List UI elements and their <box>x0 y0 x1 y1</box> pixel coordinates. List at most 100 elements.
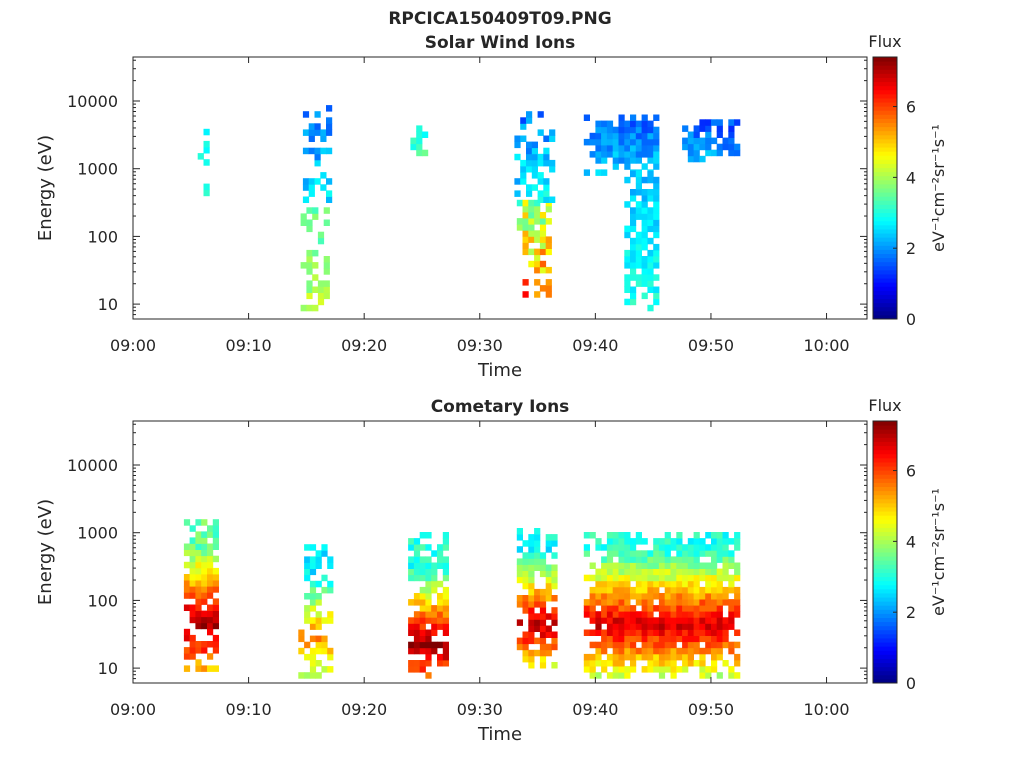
flux-cell <box>687 562 694 569</box>
flux-cell <box>618 556 625 563</box>
flux-cell <box>676 629 683 636</box>
flux-cell <box>641 635 648 643</box>
flux-cell <box>320 129 327 136</box>
flux-cell <box>682 550 689 557</box>
flux-cell <box>539 601 547 608</box>
flux-cell <box>601 647 608 655</box>
flux-cell <box>682 611 689 618</box>
flux-cell <box>207 622 214 630</box>
flux-cell <box>413 647 421 655</box>
flux-cell <box>201 580 208 587</box>
flux-cell <box>624 176 631 184</box>
colorbar-swatch <box>873 224 897 230</box>
colorbar-swatch <box>873 200 897 205</box>
flux-cell <box>647 120 654 128</box>
colorbar-swatch <box>873 511 897 516</box>
flux-cell <box>664 605 671 612</box>
flux-cell <box>716 568 723 576</box>
flux-cell <box>537 129 544 136</box>
flux-cell <box>534 199 541 207</box>
colorbar-swatch <box>873 490 897 496</box>
flux-cell <box>528 625 535 632</box>
flux-cell <box>189 561 196 569</box>
flux-cell <box>212 531 219 538</box>
flux-cell <box>641 629 648 636</box>
flux-cell <box>630 256 637 263</box>
flux-cell <box>425 617 432 624</box>
flux-cell <box>522 576 529 584</box>
flux-cell <box>321 544 328 551</box>
flux-cell <box>682 137 689 145</box>
flux-cell <box>528 230 535 237</box>
flux-cell <box>612 593 619 600</box>
flux-cell <box>699 653 706 661</box>
flux-cell <box>425 556 432 563</box>
flux-cell <box>630 138 637 146</box>
flux-cell <box>635 170 642 178</box>
flux-cell <box>528 582 535 590</box>
flux-cell <box>635 249 642 257</box>
flux-cell <box>531 147 538 155</box>
flux-cell <box>635 599 642 606</box>
flux-cell <box>687 586 694 594</box>
solar-wind-axes: 09:00 09:10 09:20 09:30 09:40 09:50 10:0010100… <box>67 57 867 355</box>
flux-cell <box>522 205 529 213</box>
flux-cell <box>323 280 330 287</box>
flux-cell <box>539 631 547 638</box>
flux-cell <box>326 190 333 197</box>
flux-cell <box>630 538 637 545</box>
flux-cell <box>317 292 325 300</box>
flux-cell <box>442 611 449 618</box>
flux-cell <box>528 588 535 596</box>
colorbar-swatch <box>873 568 897 573</box>
flux-cell <box>658 647 666 655</box>
flux-cell <box>545 649 552 657</box>
flux-cell <box>534 546 541 553</box>
flux-cell <box>601 157 608 164</box>
flux-cell <box>534 619 541 626</box>
flux-cell <box>716 538 723 545</box>
flux-cell <box>583 138 590 146</box>
flux-cell <box>545 631 552 638</box>
flux-cell <box>722 137 729 145</box>
flux-cell <box>705 623 712 630</box>
flux-cell <box>676 605 683 612</box>
flux-cell <box>687 131 694 138</box>
flux-cell <box>545 546 552 553</box>
flux-cell <box>624 249 631 257</box>
flux-cell <box>528 552 535 559</box>
flux-cell <box>658 635 666 643</box>
flux-cell <box>312 286 319 293</box>
flux-cell <box>624 145 631 152</box>
flux-cell <box>601 151 608 158</box>
flux-cell <box>653 274 660 281</box>
flux-cell <box>195 647 202 654</box>
flux-cell <box>664 647 671 655</box>
flux-cell <box>711 538 718 545</box>
flux-cell <box>647 256 654 263</box>
flux-cell <box>413 666 421 673</box>
flux-cell <box>734 544 741 551</box>
flux-cell <box>624 298 631 306</box>
flux-cell <box>682 125 689 132</box>
colorbar-swatch <box>873 674 897 680</box>
flux-cell <box>306 256 313 263</box>
flux-cell <box>705 593 712 600</box>
flux-cell <box>212 580 219 587</box>
flux-cell <box>658 672 666 679</box>
x-tick-label: 09:20 <box>341 700 387 719</box>
flux-cell <box>309 580 317 588</box>
flux-cell <box>298 635 305 643</box>
flux-cell <box>583 611 590 618</box>
flux-cell <box>630 213 637 220</box>
flux-cell <box>676 611 683 618</box>
flux-cell <box>693 532 700 539</box>
flux-cell <box>728 666 735 673</box>
colorbar-swatch <box>873 89 897 95</box>
flux-cell <box>551 552 558 559</box>
flux-cell <box>722 641 729 649</box>
flux-cell <box>408 574 415 582</box>
flux-cell <box>516 595 523 602</box>
flux-cell <box>595 660 602 667</box>
flux-cell <box>522 601 529 608</box>
